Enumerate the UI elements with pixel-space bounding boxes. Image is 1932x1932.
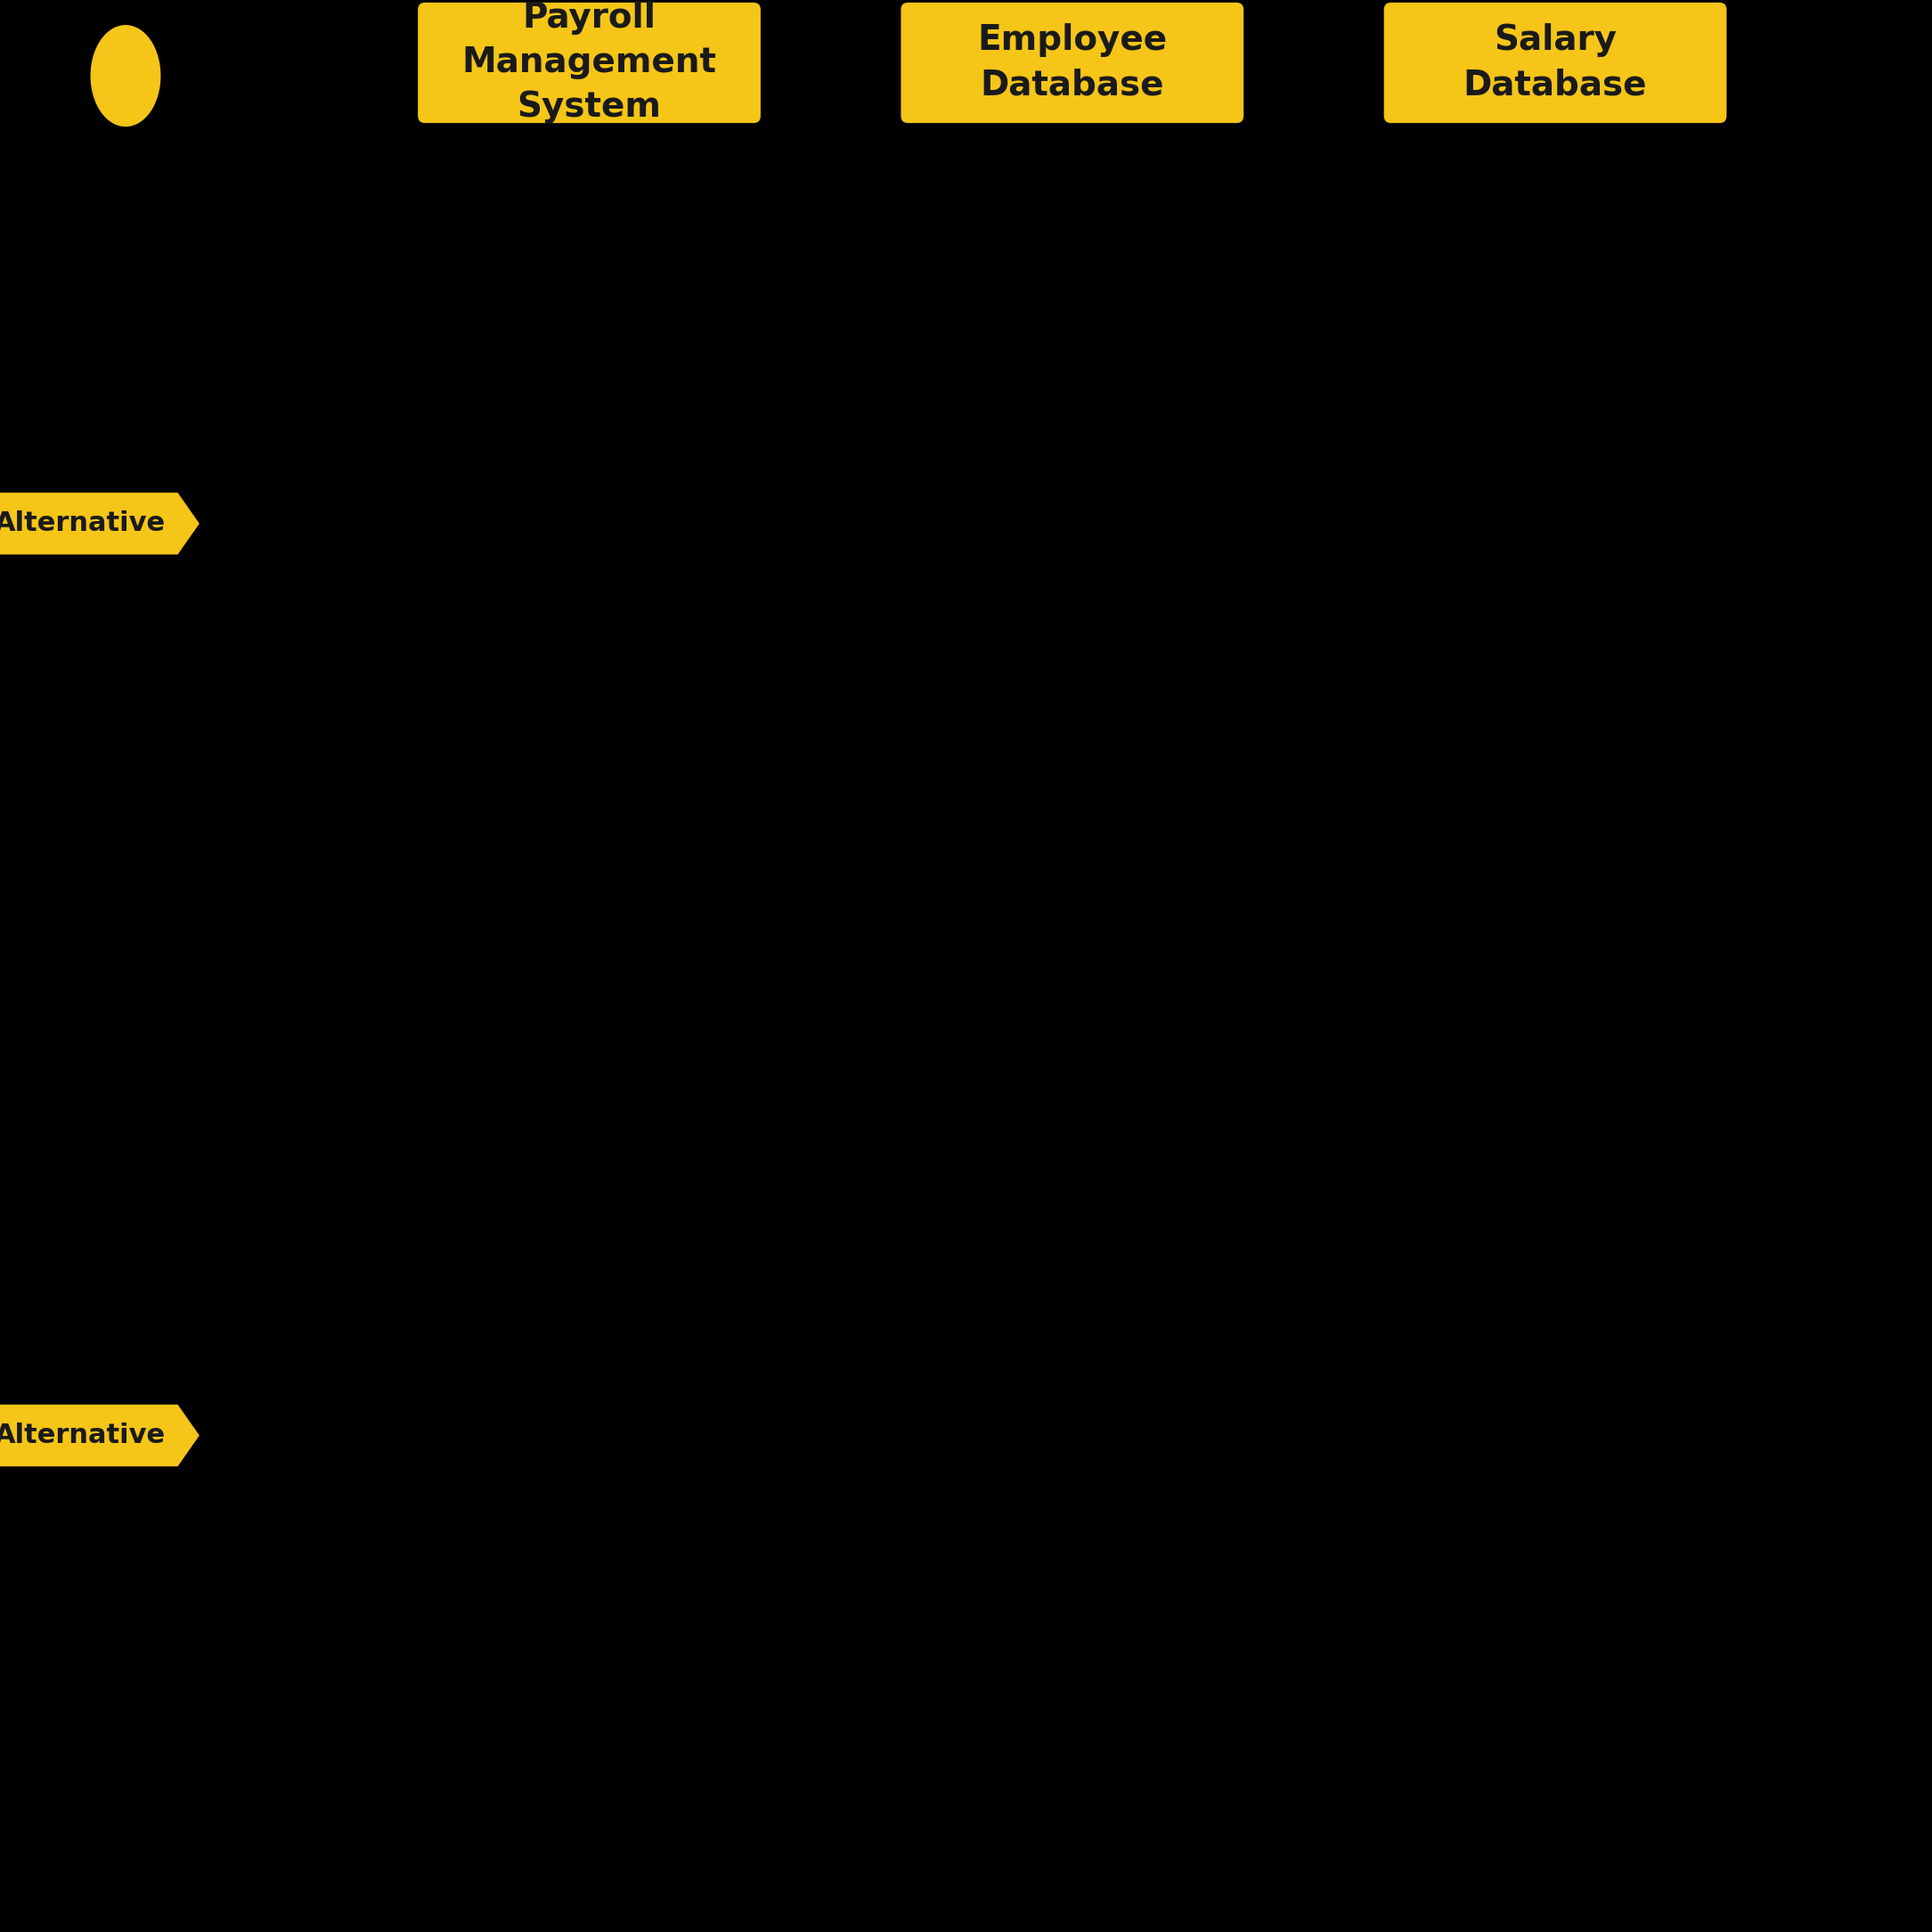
FancyBboxPatch shape xyxy=(900,2,1244,124)
Text: Alternative: Alternative xyxy=(0,1422,166,1449)
Ellipse shape xyxy=(91,25,160,126)
Text: Employee
Database: Employee Database xyxy=(978,23,1167,102)
FancyBboxPatch shape xyxy=(417,2,761,124)
Text: Salary
Database: Salary Database xyxy=(1463,23,1648,102)
Text: Payroll
Management
System: Payroll Management System xyxy=(462,2,717,124)
Polygon shape xyxy=(0,1405,199,1466)
Text: Alternative: Alternative xyxy=(0,510,166,537)
FancyBboxPatch shape xyxy=(1383,2,1727,124)
Polygon shape xyxy=(0,493,199,554)
